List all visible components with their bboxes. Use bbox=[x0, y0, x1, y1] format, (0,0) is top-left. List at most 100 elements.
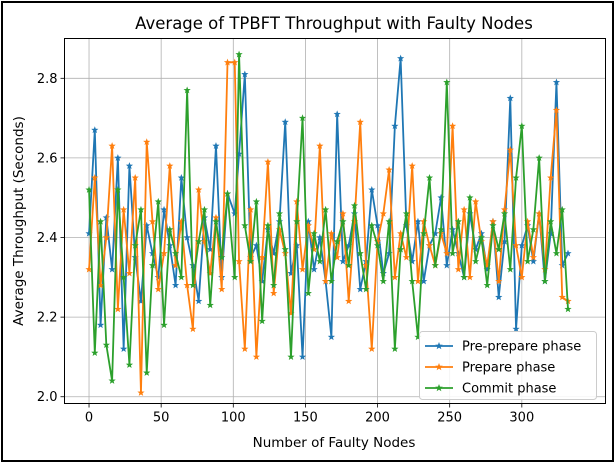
data-point bbox=[195, 297, 203, 305]
x-tick-label: 200 bbox=[365, 411, 390, 426]
data-point bbox=[564, 249, 572, 257]
data-point bbox=[547, 217, 555, 225]
data-point bbox=[231, 209, 239, 217]
data-point bbox=[125, 162, 134, 169]
legend-box bbox=[419, 331, 597, 400]
data-point bbox=[171, 281, 180, 289]
data-point bbox=[131, 241, 139, 249]
data-point bbox=[466, 209, 474, 217]
data-point bbox=[231, 58, 239, 66]
data-point bbox=[356, 249, 364, 257]
data-point bbox=[258, 277, 266, 285]
data-point bbox=[304, 289, 312, 297]
y-tick-label: 2.8 bbox=[37, 72, 58, 87]
data-point bbox=[397, 54, 405, 62]
data-point bbox=[529, 253, 537, 261]
data-point bbox=[466, 273, 474, 281]
data-point bbox=[368, 221, 376, 229]
data-point bbox=[206, 245, 214, 253]
data-point bbox=[131, 174, 139, 181]
data-point bbox=[148, 249, 157, 257]
data-point bbox=[281, 118, 289, 126]
data-point bbox=[114, 305, 122, 313]
legend-item: Prepare phase bbox=[425, 361, 555, 376]
data-point bbox=[264, 221, 272, 229]
data-point bbox=[235, 150, 243, 158]
data-point bbox=[443, 78, 451, 86]
data-point bbox=[137, 388, 145, 396]
data-point bbox=[177, 217, 185, 225]
data-point bbox=[91, 174, 99, 181]
data-point bbox=[235, 50, 243, 58]
data-point bbox=[241, 221, 249, 229]
data-point bbox=[120, 345, 128, 353]
data-point bbox=[298, 353, 307, 360]
data-point bbox=[218, 285, 226, 293]
data-point bbox=[437, 193, 445, 201]
legend-item: Pre-prepare phase bbox=[425, 340, 581, 355]
data-point bbox=[120, 205, 128, 213]
data-point bbox=[379, 277, 387, 285]
data-point bbox=[246, 257, 255, 265]
data-point bbox=[437, 225, 445, 233]
data-point bbox=[304, 221, 312, 229]
data-point bbox=[212, 142, 220, 150]
data-point bbox=[460, 273, 468, 281]
x-axis: 0 50 100 150 200 250 300 bbox=[85, 403, 534, 426]
legend-star-marker bbox=[435, 342, 443, 350]
x-tick-label: 250 bbox=[437, 411, 462, 426]
data-point bbox=[443, 249, 451, 257]
data-point bbox=[252, 353, 260, 360]
data-point bbox=[483, 281, 491, 289]
data-point bbox=[154, 197, 162, 205]
data-point bbox=[293, 197, 301, 205]
chart-title: Average of TPBFT Throughput with Faulty … bbox=[135, 14, 533, 33]
x-tick-label: 150 bbox=[293, 411, 318, 426]
data-point bbox=[327, 333, 336, 341]
data-point bbox=[356, 285, 364, 293]
data-point bbox=[160, 205, 168, 213]
data-point bbox=[327, 229, 336, 237]
data-point bbox=[420, 277, 428, 285]
data-point bbox=[558, 205, 566, 213]
data-point bbox=[408, 277, 416, 285]
data-point bbox=[345, 261, 353, 269]
data-point bbox=[298, 114, 307, 122]
data-point bbox=[552, 106, 561, 114]
data-point bbox=[408, 257, 416, 265]
data-point bbox=[160, 249, 168, 257]
data-point bbox=[108, 265, 116, 273]
data-point bbox=[108, 377, 116, 384]
data-point bbox=[333, 237, 341, 245]
data-point bbox=[420, 217, 428, 225]
data-point bbox=[287, 309, 295, 317]
y-tick-label: 2.2 bbox=[37, 311, 58, 326]
data-point bbox=[327, 277, 336, 285]
data-point bbox=[472, 245, 480, 253]
data-point bbox=[322, 205, 330, 213]
data-point bbox=[397, 245, 405, 253]
data-point bbox=[223, 58, 232, 66]
data-point bbox=[552, 249, 561, 257]
data-point bbox=[304, 217, 312, 225]
data-point bbox=[506, 146, 514, 154]
data-point bbox=[310, 245, 318, 253]
data-point bbox=[281, 245, 289, 253]
data-point bbox=[171, 261, 180, 269]
data-point bbox=[339, 217, 347, 225]
data-point bbox=[529, 257, 537, 265]
data-point bbox=[96, 281, 105, 289]
data-point bbox=[368, 345, 376, 353]
data-point bbox=[523, 257, 532, 265]
data-point bbox=[362, 261, 370, 269]
data-point bbox=[114, 185, 122, 193]
data-point bbox=[125, 269, 134, 277]
data-point bbox=[495, 293, 503, 301]
data-point bbox=[345, 241, 353, 249]
data-point bbox=[206, 269, 214, 277]
data-point bbox=[270, 289, 278, 297]
x-tick-label: 0 bbox=[85, 411, 93, 426]
data-point bbox=[339, 257, 347, 265]
data-point bbox=[246, 205, 255, 213]
data-point bbox=[489, 217, 497, 225]
